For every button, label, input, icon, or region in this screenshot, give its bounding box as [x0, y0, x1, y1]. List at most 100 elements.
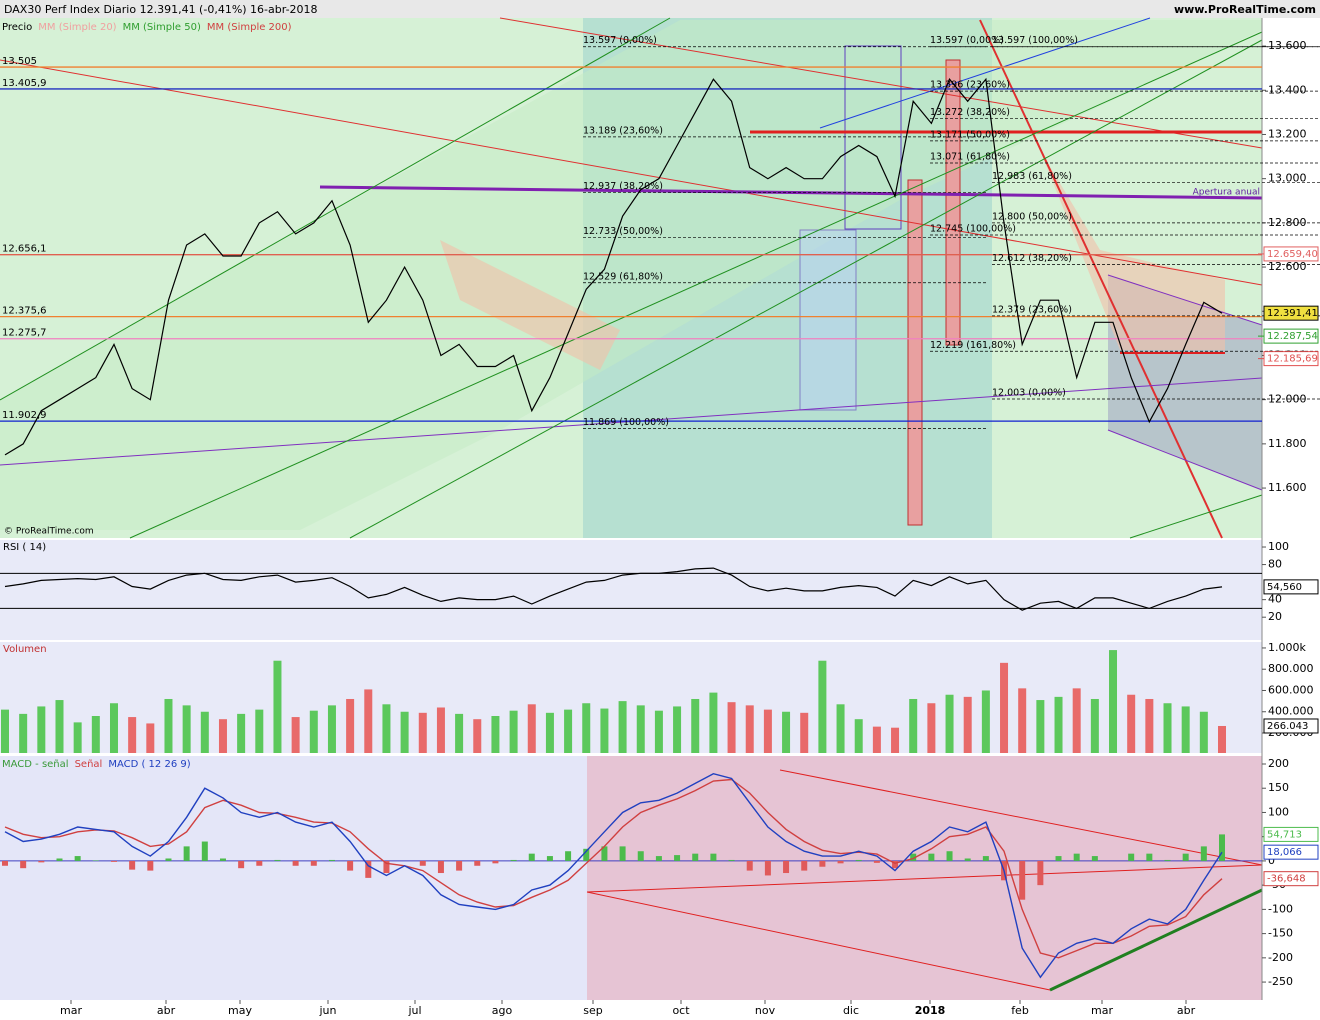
histogram-bar — [201, 841, 208, 861]
fib-label: 12.800 (50,00%) — [992, 211, 1072, 222]
y-tick-label: 400.000 — [1268, 705, 1314, 718]
histogram-bar — [165, 858, 172, 861]
level-label: 11.902,9 — [2, 410, 47, 421]
x-tick-label: nov — [755, 1004, 776, 1017]
histogram-bar — [982, 856, 989, 861]
volume-bar — [346, 698, 355, 753]
histogram-bar — [655, 856, 662, 861]
histogram-bar — [1128, 853, 1135, 861]
y-tick-label: 40 — [1268, 593, 1282, 606]
value-box — [1263, 579, 1319, 595]
volume-bar — [1090, 698, 1099, 753]
volume-bar — [55, 700, 64, 753]
value-box-label: 12.185,69 — [1267, 354, 1318, 365]
histogram-bar — [1182, 853, 1189, 861]
volume-bar — [872, 726, 881, 753]
volume-bar — [763, 709, 772, 753]
histogram-bar — [147, 860, 154, 871]
volume-bar — [981, 690, 990, 753]
x-tick-label: jul — [407, 1004, 421, 1017]
value-box-label: 12.391,41 — [1267, 308, 1318, 319]
y-tick-label: 200 — [1268, 757, 1289, 770]
volume-bar — [109, 703, 118, 753]
fib-label: 13.189 (23,60%) — [583, 125, 663, 136]
volume-bar — [73, 722, 82, 753]
y-tick-label: -150 — [1268, 927, 1293, 940]
histogram-bar — [510, 859, 517, 861]
legend-entry: Señal — [75, 759, 103, 770]
legend-entry: MM (Simple 200) — [207, 22, 292, 33]
panel-title: Volumen — [3, 644, 47, 655]
x-tick-label: sep — [583, 1004, 602, 1017]
volume-bar — [218, 719, 227, 753]
volume-bar — [818, 660, 827, 753]
histogram-bar — [183, 846, 190, 861]
value-box — [1263, 718, 1319, 734]
fib-label: 13.272 (38,20%) — [930, 107, 1010, 118]
fib-label: 13.071 (61,80%) — [930, 151, 1010, 162]
histogram-bar — [256, 860, 263, 866]
volume-bar — [273, 660, 282, 753]
histogram-bar — [238, 860, 245, 869]
series-line — [4, 778, 1223, 959]
fib-label: 13.597 (0,00%) — [583, 35, 657, 46]
volume-bar — [582, 703, 591, 753]
volume-bar — [364, 689, 373, 753]
fib-label: 12.003 (0,00%) — [992, 387, 1066, 398]
volume-panel — [0, 642, 1262, 753]
y-tick-label: 80 — [1268, 558, 1282, 571]
value-box — [1263, 246, 1319, 262]
value-box — [1263, 328, 1319, 344]
legend-entry: Precio — [2, 22, 32, 33]
volume-bar — [1199, 711, 1208, 753]
trendline — [979, 19, 1223, 539]
volume-bar — [309, 710, 318, 753]
histogram-bar — [492, 860, 499, 864]
histogram-bar — [928, 853, 935, 861]
histogram-bar — [528, 853, 535, 861]
volume-bar — [327, 705, 336, 753]
histogram-bar — [1055, 856, 1062, 861]
y-tick-label: 100 — [1268, 805, 1289, 818]
fib-label: 12.983 (61,80%) — [992, 171, 1072, 182]
histogram-bar — [674, 855, 681, 861]
histogram-bar — [764, 860, 771, 876]
channel-line — [349, 39, 1263, 539]
box — [799, 229, 857, 411]
histogram-bar — [219, 858, 226, 861]
fib-label: 12.612 (38,20%) — [992, 253, 1072, 264]
y-tick-label: 150 — [1268, 781, 1289, 794]
y-tick-label: 13.400 — [1268, 83, 1307, 96]
histogram-bar — [1146, 853, 1153, 861]
histogram-bar — [801, 860, 808, 871]
y-tick-label: 0 — [1268, 854, 1275, 867]
volume-bar — [909, 698, 918, 753]
level-label: 12.375,6 — [2, 306, 47, 317]
volume-bar — [509, 710, 518, 753]
histogram-bar — [637, 851, 644, 861]
y-tick-label: 11.800 — [1268, 437, 1307, 450]
volume-bar — [1000, 662, 1009, 753]
histogram-bar — [746, 860, 753, 871]
value-box — [1263, 844, 1319, 860]
value-box — [1263, 351, 1319, 367]
volume-bar — [37, 706, 46, 753]
value-box-label: 18,066 — [1267, 847, 1302, 858]
x-tick-label: 2018 — [915, 1004, 946, 1017]
histogram-bar — [565, 851, 572, 861]
volume-bar — [1109, 650, 1118, 753]
y-tick-label: 13.600 — [1268, 39, 1307, 52]
volume-bar — [654, 710, 663, 753]
volume-bar — [745, 705, 754, 753]
trendline — [499, 17, 1263, 149]
volume-bar — [1054, 696, 1063, 753]
panel-title: RSI ( 14) — [3, 542, 46, 553]
fib-label: 12.379 (23,60%) — [992, 304, 1072, 315]
histogram-bar — [1200, 846, 1207, 861]
histogram-bar — [1019, 860, 1026, 900]
volume-bar — [255, 709, 264, 753]
histogram-bar — [274, 859, 281, 861]
volume-bar — [800, 712, 809, 753]
value-box — [1263, 305, 1319, 321]
volume-bar — [436, 707, 445, 753]
